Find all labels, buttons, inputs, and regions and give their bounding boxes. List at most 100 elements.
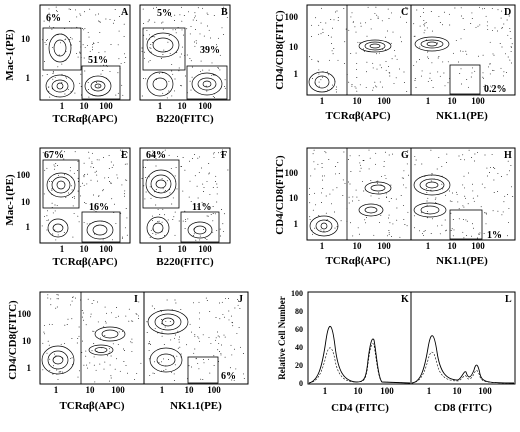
event-dot	[213, 15, 215, 17]
event-dot	[396, 219, 398, 221]
event-dot	[106, 312, 107, 314]
event-dot	[230, 344, 232, 346]
event-dot	[508, 15, 510, 17]
event-dot	[72, 236, 74, 238]
event-dot	[442, 61, 444, 63]
event-dot	[364, 219, 366, 221]
event-dot	[486, 90, 488, 92]
event-dot	[176, 188, 178, 190]
event-dot	[426, 39, 428, 41]
event-dot	[53, 72, 54, 74]
event-dot	[48, 12, 50, 14]
panel-b: 5% 39% B 1 10 100 B220(FITC)	[139, 4, 231, 125]
event-dot	[98, 195, 100, 197]
event-dot	[149, 51, 151, 53]
event-dot	[400, 195, 402, 197]
event-dot	[65, 59, 67, 61]
event-dot	[117, 44, 119, 46]
event-dot	[452, 192, 454, 194]
event-dot	[74, 197, 75, 199]
event-dot	[370, 28, 372, 30]
event-dot	[376, 86, 378, 88]
event-dot	[131, 342, 133, 344]
event-dot	[198, 221, 200, 223]
event-dot	[217, 67, 219, 69]
event-dot	[218, 342, 220, 344]
event-dot	[161, 221, 163, 223]
event-dot	[161, 361, 162, 363]
event-dot	[359, 164, 361, 166]
event-dot	[56, 373, 58, 375]
event-dot	[413, 64, 415, 66]
event-dot	[318, 69, 320, 71]
event-dot	[104, 177, 106, 179]
event-dot	[120, 62, 122, 64]
event-dot	[314, 192, 316, 194]
event-dot	[153, 372, 155, 374]
event-dot	[352, 196, 354, 198]
event-dot	[152, 232, 154, 234]
event-dot	[497, 210, 499, 212]
event-dot	[493, 179, 495, 181]
event-dot	[79, 13, 81, 15]
event-dot	[58, 298, 59, 300]
event-dot	[95, 14, 97, 16]
event-dot	[184, 169, 186, 171]
event-dot	[435, 201, 437, 203]
event-dot	[181, 29, 183, 31]
panel-letter-g: G	[401, 150, 409, 161]
event-dot	[210, 214, 212, 216]
event-dot	[491, 7, 493, 9]
event-dot	[173, 380, 175, 382]
event-dot	[320, 7, 322, 9]
event-dot	[333, 48, 335, 49]
event-dot	[151, 36, 153, 38]
event-dot	[208, 29, 210, 31]
event-dot	[489, 41, 491, 43]
event-dot	[80, 14, 82, 16]
event-dot	[326, 218, 328, 220]
event-dot	[126, 163, 128, 165]
event-dot	[174, 78, 176, 80]
ytick-c-100: 100	[285, 12, 299, 22]
event-dot	[61, 63, 63, 65]
event-dot	[363, 190, 365, 192]
event-dot	[217, 37, 219, 39]
event-dot	[180, 85, 182, 87]
event-dot	[391, 58, 393, 60]
xtick-e-100: 100	[99, 244, 113, 254]
event-dot	[192, 158, 194, 160]
event-dot	[420, 75, 422, 77]
event-dot	[48, 364, 50, 366]
event-dot	[507, 34, 509, 36]
event-dot	[380, 184, 382, 186]
event-dot	[112, 164, 114, 166]
event-dot	[194, 333, 196, 335]
event-dot	[93, 167, 94, 168]
event-dot	[124, 61, 126, 63]
event-dot	[47, 38, 48, 40]
event-dot	[124, 227, 126, 229]
xtick-d-100: 100	[471, 96, 485, 106]
event-dot	[458, 208, 460, 210]
event-dot	[511, 186, 512, 188]
event-dot	[177, 347, 179, 349]
event-dot	[369, 157, 371, 159]
event-dot	[195, 29, 196, 31]
event-dot	[70, 166, 71, 168]
event-dot	[171, 63, 173, 65]
event-dot	[118, 30, 120, 32]
event-dot	[56, 306, 58, 308]
event-dot	[472, 67, 473, 69]
event-dot	[388, 18, 390, 19]
event-dot	[423, 11, 425, 13]
event-dot	[68, 8, 70, 10]
xlabel-f: B220(FITC)	[156, 256, 214, 268]
event-dot	[442, 188, 444, 190]
percent-a-1: 6%	[46, 13, 61, 24]
event-dot	[487, 28, 489, 30]
event-dot	[51, 28, 53, 30]
event-dot	[84, 46, 86, 48]
event-dot	[51, 323, 53, 325]
